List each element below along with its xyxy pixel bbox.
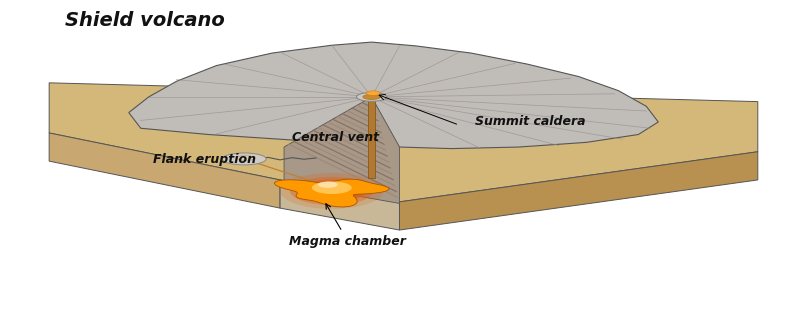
Text: Flank eruption: Flank eruption (153, 153, 256, 166)
Ellipse shape (280, 173, 384, 209)
Polygon shape (50, 83, 757, 202)
Ellipse shape (312, 181, 352, 194)
Text: Shield volcano: Shield volcano (65, 11, 225, 30)
Polygon shape (400, 152, 757, 230)
Ellipse shape (356, 93, 387, 101)
Polygon shape (50, 133, 280, 208)
Ellipse shape (318, 181, 338, 188)
Text: Magma chamber: Magma chamber (289, 204, 406, 247)
Ellipse shape (222, 153, 266, 165)
Polygon shape (284, 97, 400, 204)
Polygon shape (368, 99, 375, 178)
Text: Central vent: Central vent (292, 131, 380, 144)
Ellipse shape (366, 91, 380, 95)
Polygon shape (129, 42, 658, 149)
Polygon shape (280, 180, 400, 230)
Ellipse shape (237, 155, 255, 161)
Ellipse shape (363, 94, 380, 100)
Ellipse shape (290, 177, 374, 205)
Ellipse shape (298, 179, 366, 202)
Text: Summit caldera: Summit caldera (475, 115, 586, 129)
Polygon shape (274, 179, 389, 207)
